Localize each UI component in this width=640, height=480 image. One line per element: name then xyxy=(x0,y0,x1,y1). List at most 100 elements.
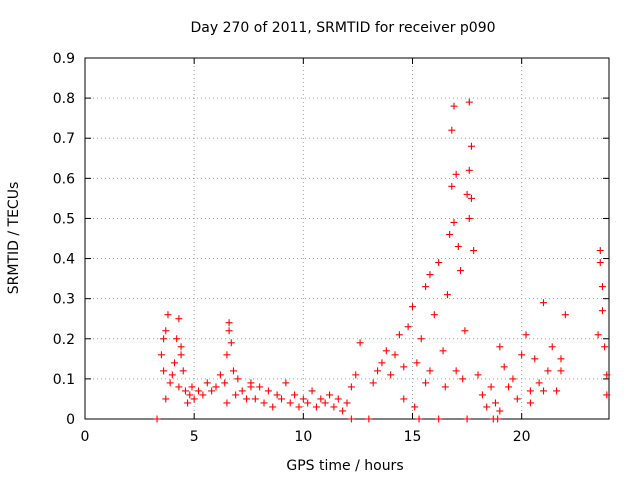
data-point xyxy=(162,327,170,335)
data-point xyxy=(409,303,416,311)
data-point xyxy=(162,395,170,403)
data-point xyxy=(463,190,471,198)
data-point xyxy=(160,335,168,343)
data-point xyxy=(160,367,168,375)
data-point xyxy=(175,383,183,391)
data-point xyxy=(496,407,504,415)
y-axis-label: SRMTID / TECUs xyxy=(6,182,22,295)
data-point xyxy=(509,375,517,383)
data-point xyxy=(173,335,181,343)
data-point xyxy=(535,379,543,387)
data-point xyxy=(395,331,403,339)
data-point xyxy=(387,371,395,379)
data-point xyxy=(153,415,161,423)
data-point xyxy=(321,399,329,407)
y-tick-label: 0.1 xyxy=(53,372,75,388)
data-point xyxy=(513,395,521,403)
data-point xyxy=(317,395,325,403)
data-point xyxy=(181,387,189,395)
data-point xyxy=(177,343,185,351)
x-tick-label: 5 xyxy=(190,429,199,445)
data-point xyxy=(526,387,534,395)
data-point xyxy=(356,339,364,347)
data-point xyxy=(557,367,565,375)
data-point xyxy=(518,351,526,359)
data-point xyxy=(561,311,569,319)
data-point xyxy=(308,387,316,395)
data-point xyxy=(467,194,475,202)
data-point xyxy=(526,399,534,407)
data-point xyxy=(494,415,502,423)
data-point xyxy=(470,247,478,255)
data-point xyxy=(461,327,469,335)
data-point xyxy=(282,379,290,387)
data-point xyxy=(430,311,438,319)
data-point xyxy=(190,395,198,403)
data-point xyxy=(195,387,203,395)
data-point xyxy=(422,379,430,387)
data-point xyxy=(225,327,233,335)
data-point xyxy=(452,170,460,178)
marker-layer xyxy=(153,98,611,423)
y-tick-label: 0.2 xyxy=(53,332,75,348)
data-point xyxy=(203,379,211,387)
data-point xyxy=(598,307,606,315)
data-point xyxy=(264,387,272,395)
data-point xyxy=(234,375,242,383)
data-point xyxy=(417,335,425,343)
data-point xyxy=(291,391,299,399)
data-point xyxy=(603,391,611,399)
data-point xyxy=(374,367,382,375)
x-tick-label: 15 xyxy=(404,429,422,445)
y-tick-label: 0.9 xyxy=(53,51,75,67)
data-point xyxy=(312,403,320,411)
data-point xyxy=(168,371,176,379)
data-point xyxy=(483,403,491,411)
data-point xyxy=(540,387,547,395)
data-point xyxy=(439,347,447,355)
y-tick-label: 0.8 xyxy=(53,91,75,107)
data-point xyxy=(500,363,508,371)
data-point xyxy=(463,415,471,423)
data-point xyxy=(596,259,604,267)
data-point xyxy=(415,415,423,423)
data-point xyxy=(548,343,556,351)
data-point xyxy=(391,351,399,359)
y-tick-label: 0.3 xyxy=(53,292,75,308)
y-tick-label: 0 xyxy=(66,412,75,428)
data-point xyxy=(223,351,231,359)
data-point xyxy=(343,399,351,407)
data-point xyxy=(225,319,233,327)
data-point xyxy=(426,271,434,279)
data-point xyxy=(186,391,194,399)
data-point xyxy=(454,243,462,251)
data-point xyxy=(365,415,373,423)
data-point xyxy=(177,351,185,359)
data-point xyxy=(467,142,475,150)
data-point xyxy=(251,395,259,403)
data-point xyxy=(188,383,196,391)
data-point xyxy=(295,403,303,411)
data-point xyxy=(238,387,246,395)
data-point xyxy=(450,102,458,110)
data-point xyxy=(164,311,172,319)
data-point xyxy=(273,391,281,399)
tick-layer: 0 0.1 0.2 0.3 0.4 0.5 0.6 0.7 0.8 0.9 0 5 10 15 20 xyxy=(53,51,609,445)
data-point xyxy=(378,359,386,367)
data-point xyxy=(347,383,355,391)
data-point xyxy=(426,367,434,375)
data-point xyxy=(465,214,473,222)
data-point xyxy=(229,367,237,375)
data-point xyxy=(208,387,216,395)
data-point xyxy=(382,347,390,355)
data-point xyxy=(223,399,231,407)
data-point xyxy=(459,375,467,383)
data-point xyxy=(601,343,609,351)
data-point xyxy=(227,339,235,347)
data-point xyxy=(171,359,179,367)
grid-layer xyxy=(85,58,609,419)
data-point xyxy=(540,299,547,307)
data-point xyxy=(452,367,460,375)
y-tick-label: 0.4 xyxy=(53,252,75,268)
